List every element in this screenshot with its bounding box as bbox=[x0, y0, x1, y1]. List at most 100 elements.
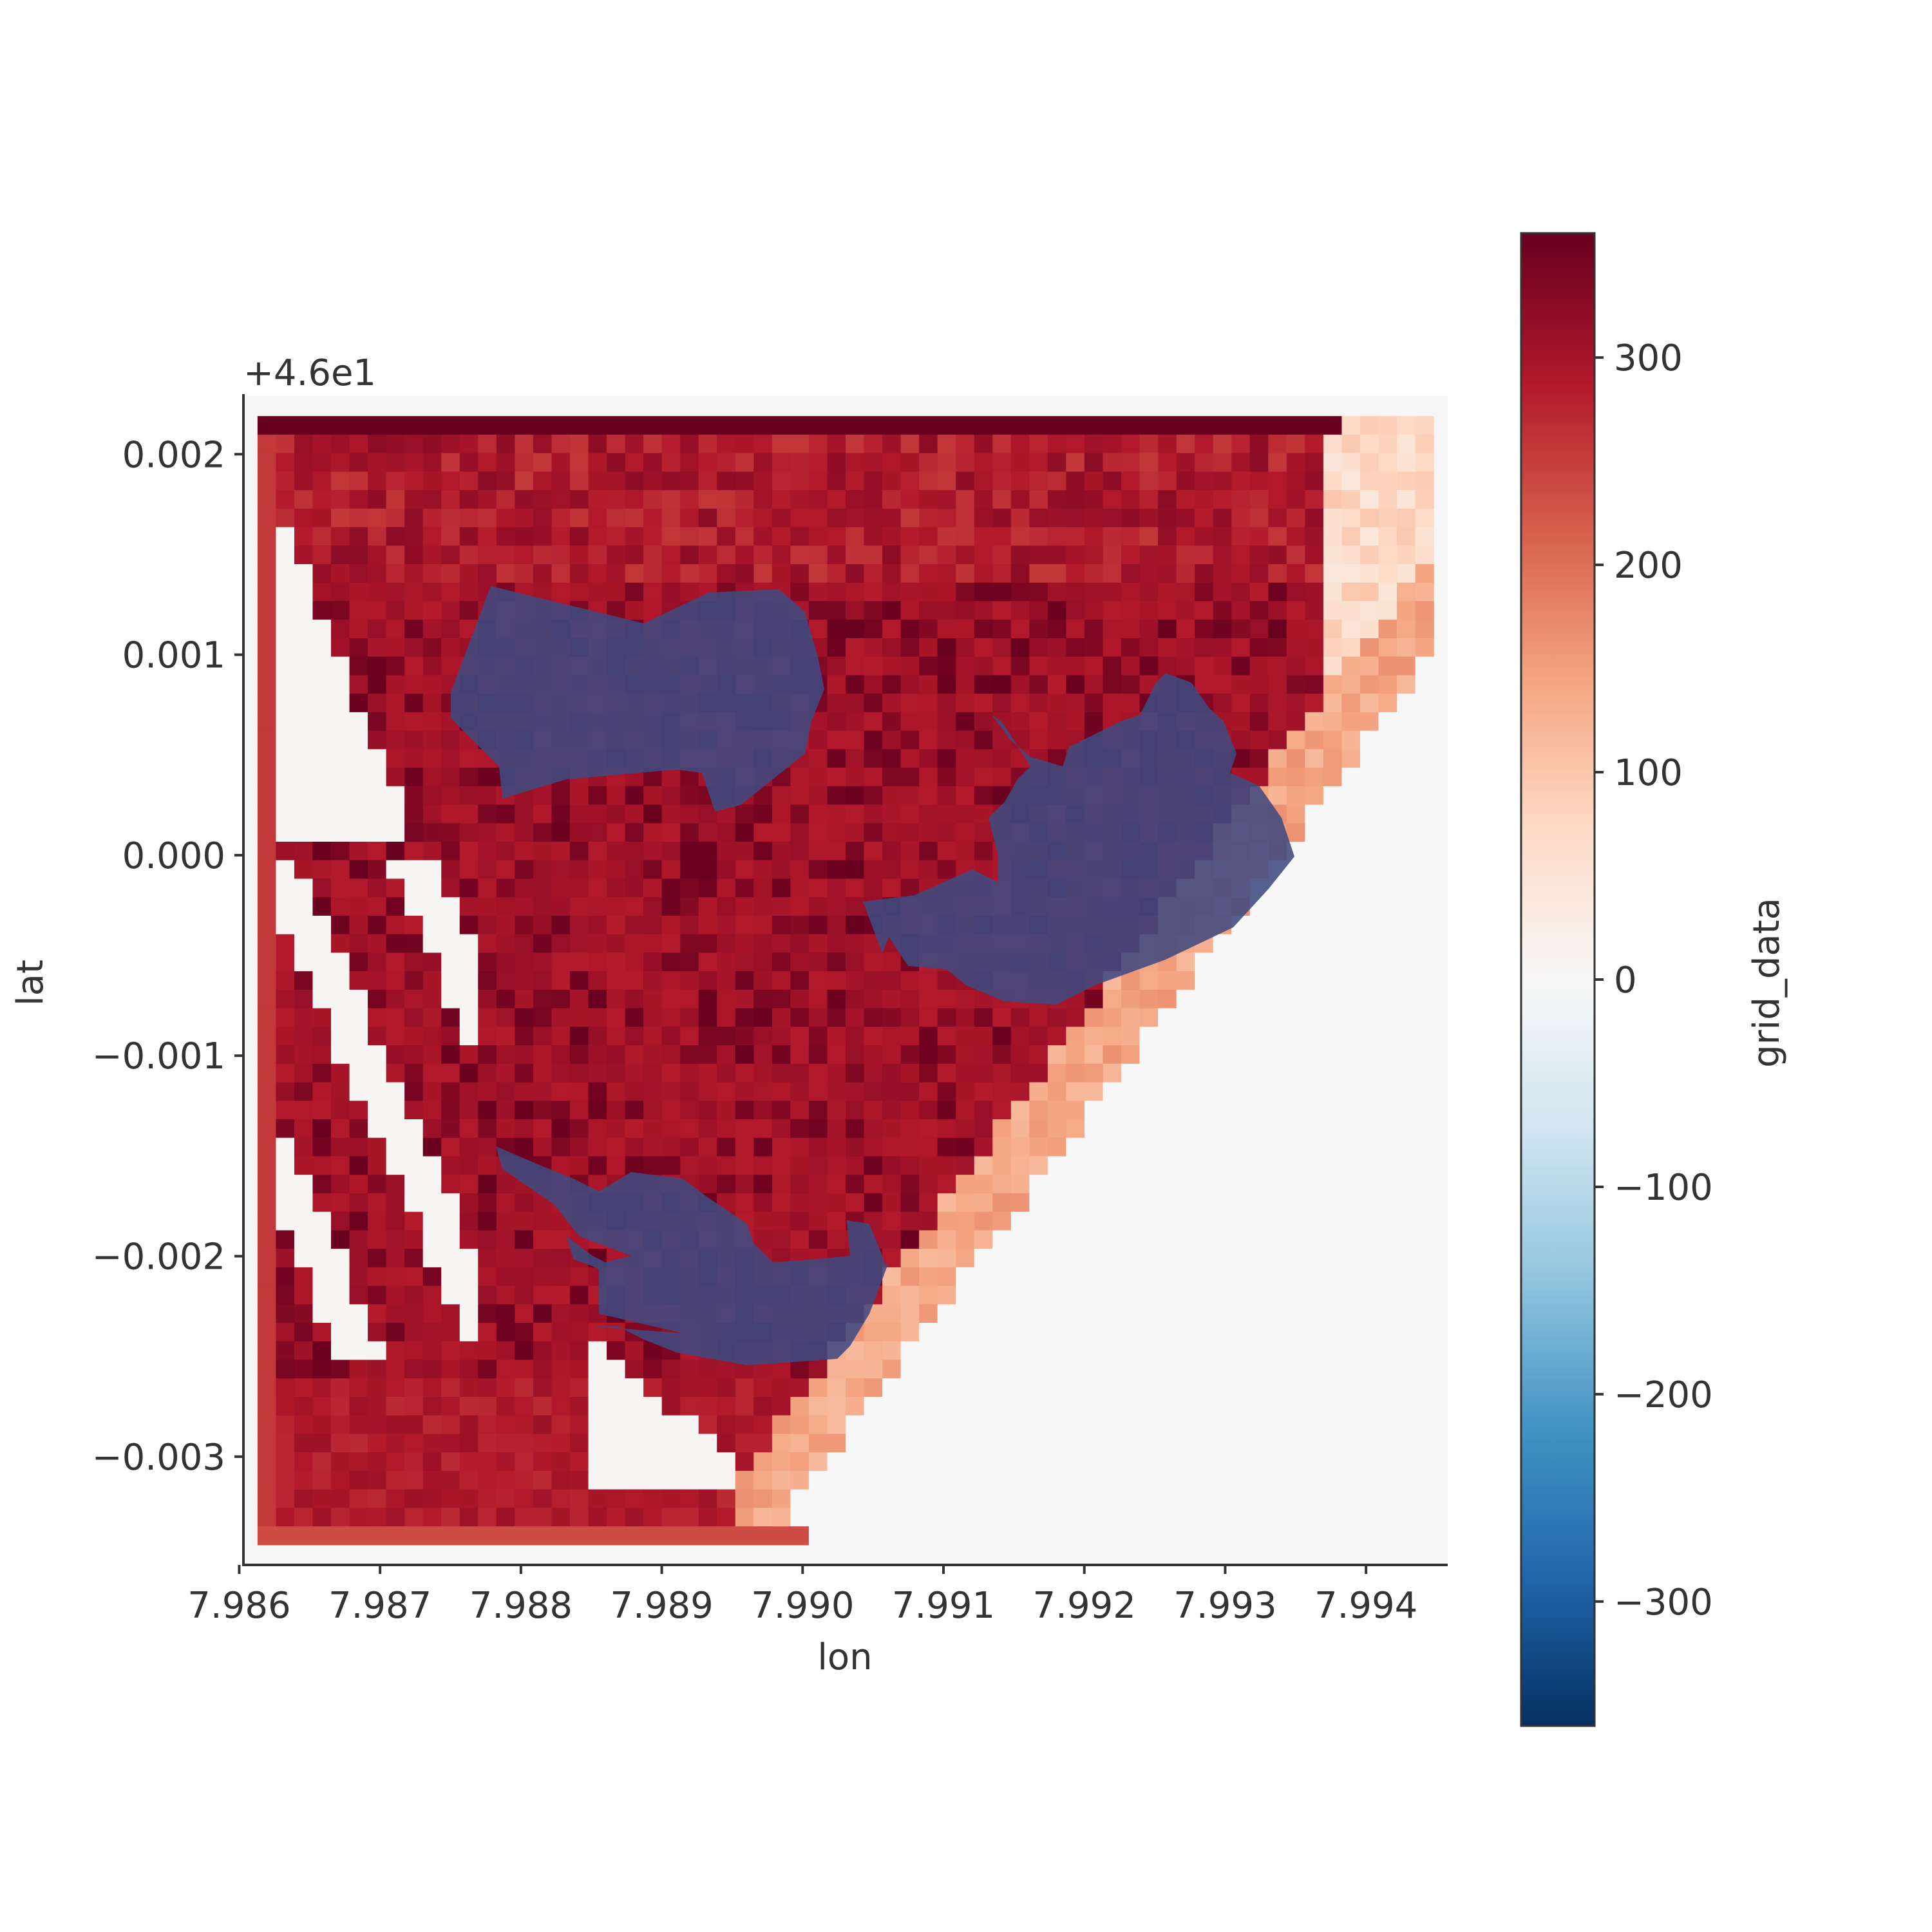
heatmap-cell bbox=[974, 1489, 993, 1508]
heatmap-cell bbox=[294, 1508, 314, 1527]
heatmap-cell bbox=[386, 1452, 405, 1472]
heatmap-cell bbox=[680, 1027, 699, 1046]
heatmap-cell bbox=[790, 564, 810, 583]
heatmap-cell bbox=[846, 1027, 865, 1046]
heatmap-cell bbox=[1268, 1119, 1287, 1139]
heatmap-cell bbox=[1066, 1082, 1085, 1101]
heatmap-cell bbox=[1176, 416, 1195, 435]
heatmap-cell bbox=[1139, 1508, 1159, 1527]
heatmap-cell bbox=[459, 1452, 478, 1472]
heatmap-cell bbox=[882, 878, 902, 898]
heatmap-cell bbox=[569, 1304, 589, 1323]
heatmap-cell bbox=[1415, 730, 1434, 750]
heatmap-cell bbox=[1066, 1489, 1085, 1508]
heatmap-cell bbox=[1047, 527, 1067, 546]
heatmap-cell bbox=[1195, 1175, 1214, 1194]
heatmap-cell bbox=[1121, 582, 1141, 602]
x-ticks: 7.986 7.987 7.988 7.989 7.990 7.991 7.992 7.993… bbox=[187, 1565, 1417, 1627]
heatmap-cell bbox=[551, 1415, 571, 1435]
heatmap-cell bbox=[1121, 675, 1141, 694]
heatmap-cell bbox=[459, 952, 478, 972]
heatmap-cell bbox=[588, 508, 607, 528]
heatmap-cell bbox=[1415, 1082, 1434, 1101]
heatmap-cell bbox=[1378, 638, 1397, 658]
heatmap-cell bbox=[1305, 934, 1324, 953]
heatmap-cell bbox=[1029, 694, 1048, 713]
heatmap-cell bbox=[717, 545, 736, 565]
heatmap-cell bbox=[1084, 1082, 1104, 1101]
heatmap-cell bbox=[1359, 508, 1379, 528]
heatmap-cell bbox=[937, 1063, 956, 1083]
heatmap-cell bbox=[422, 1175, 442, 1194]
heatmap-cell bbox=[1397, 915, 1416, 935]
heatmap-cell bbox=[1066, 582, 1085, 602]
heatmap-cell bbox=[772, 490, 791, 509]
heatmap-cell bbox=[1341, 786, 1361, 806]
heatmap-cell bbox=[1286, 1285, 1305, 1305]
heatmap-cell bbox=[294, 1119, 314, 1139]
heatmap-cell bbox=[294, 527, 314, 546]
heatmap-cell bbox=[349, 508, 368, 528]
heatmap-cell bbox=[827, 1397, 846, 1416]
heatmap-cell bbox=[1121, 545, 1141, 565]
heatmap-cell bbox=[294, 952, 314, 972]
heatmap-cell bbox=[257, 1008, 277, 1027]
heatmap-cell bbox=[1286, 897, 1305, 916]
heatmap-cell bbox=[717, 453, 736, 472]
heatmap-cell bbox=[680, 1063, 699, 1083]
heatmap-cell bbox=[919, 1434, 938, 1453]
heatmap-cell bbox=[974, 1378, 993, 1397]
heatmap-cell bbox=[294, 1175, 314, 1194]
heatmap-cell bbox=[312, 1378, 332, 1397]
heatmap-cell bbox=[661, 490, 681, 509]
heatmap-cell bbox=[735, 1193, 754, 1213]
heatmap-cell bbox=[1103, 1397, 1122, 1416]
heatmap-cell bbox=[882, 1211, 902, 1231]
heatmap-cell bbox=[588, 1526, 607, 1546]
heatmap-cell bbox=[956, 804, 975, 824]
heatmap-cell bbox=[956, 527, 975, 546]
heatmap-cell bbox=[607, 915, 626, 935]
heatmap-cell bbox=[496, 1193, 515, 1213]
heatmap-cell bbox=[459, 768, 478, 787]
heatmap-cell bbox=[1121, 1526, 1141, 1546]
heatmap-cell bbox=[386, 823, 405, 842]
heatmap-cell bbox=[772, 1101, 791, 1120]
heatmap-cell bbox=[1268, 1415, 1287, 1435]
heatmap-cell bbox=[1359, 1285, 1379, 1305]
heatmap-cell bbox=[1305, 1397, 1324, 1416]
heatmap-cell bbox=[680, 842, 699, 861]
heatmap-cell bbox=[478, 934, 497, 953]
heatmap-cell bbox=[974, 434, 993, 454]
heatmap-cell bbox=[331, 1508, 350, 1527]
heatmap-cell bbox=[882, 656, 902, 676]
heatmap-cell bbox=[717, 1378, 736, 1397]
heatmap-cell bbox=[882, 712, 902, 732]
heatmap-cell bbox=[404, 527, 424, 546]
heatmap-cell bbox=[1323, 601, 1343, 620]
heatmap-cell bbox=[294, 1470, 314, 1490]
heatmap-cell bbox=[386, 1285, 405, 1305]
heatmap-cell bbox=[846, 1119, 865, 1139]
x-tick-label: 7.990 bbox=[751, 1585, 854, 1627]
heatmap-cell bbox=[1341, 1101, 1361, 1120]
heatmap-cell bbox=[717, 416, 736, 435]
heatmap-cell bbox=[1195, 620, 1214, 639]
heatmap-cell bbox=[790, 1211, 810, 1231]
heatmap-cell bbox=[1213, 545, 1232, 565]
heatmap-cell bbox=[588, 453, 607, 472]
heatmap-cell bbox=[1415, 1489, 1434, 1508]
heatmap-cell bbox=[1195, 1304, 1214, 1323]
heatmap-cell bbox=[276, 564, 295, 583]
heatmap-cell bbox=[790, 823, 810, 842]
heatmap-cell bbox=[1158, 601, 1177, 620]
heatmap-cell bbox=[569, 1470, 589, 1490]
heatmap-cell bbox=[937, 1323, 956, 1342]
heatmap-cell bbox=[496, 564, 515, 583]
heatmap-cell bbox=[533, 1249, 553, 1268]
heatmap-cell bbox=[900, 1508, 920, 1527]
heatmap-cell bbox=[772, 915, 791, 935]
heatmap-cell bbox=[404, 1489, 424, 1508]
heatmap-cell bbox=[1139, 434, 1159, 454]
heatmap-cell bbox=[515, 842, 534, 861]
